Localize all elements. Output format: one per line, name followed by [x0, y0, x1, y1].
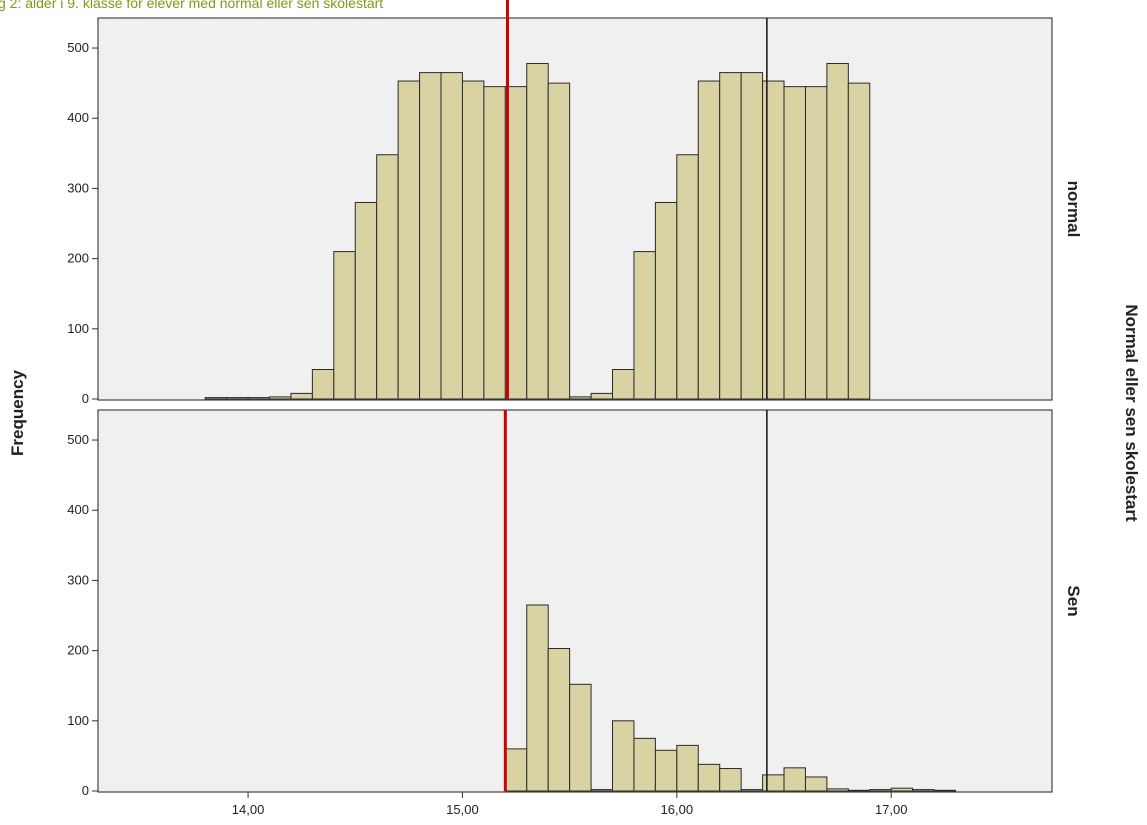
histogram-bar: [719, 72, 742, 400]
histogram-bar: [676, 154, 699, 400]
histogram-bar: [461, 80, 485, 400]
histogram-bar: [633, 251, 656, 400]
histogram-bar: [847, 789, 871, 792]
histogram-bar: [547, 648, 571, 792]
y-tick-label: 400: [67, 110, 89, 125]
y-tick-label: 200: [67, 251, 89, 266]
histogram-bar: [547, 82, 571, 400]
panel-sen: 0 100 200 300 400 500 Sen: [67, 409, 1083, 798]
y-tick-label: 500: [67, 432, 89, 447]
x-tick-label: 16,00: [661, 802, 694, 817]
histogram-bar: [676, 744, 699, 792]
histogram-bar: [719, 768, 742, 792]
histogram-bar: [697, 80, 721, 400]
x-tick-label: 15,00: [446, 802, 479, 817]
histogram-bar: [354, 201, 378, 400]
histogram-bar: [740, 72, 764, 400]
y-tick-label: 400: [67, 502, 89, 517]
histogram-bar: [783, 86, 806, 400]
facet-label: Sen: [1064, 585, 1083, 616]
y-tick-label: 0: [82, 391, 89, 406]
histogram-bar: [419, 72, 442, 400]
histogram-bar: [762, 80, 785, 400]
y-tick-label: 100: [67, 321, 89, 336]
histogram-bar: [204, 397, 228, 400]
histogram-bar: [269, 396, 292, 400]
histogram-bar: [654, 749, 678, 792]
panel-normal: 0 100 200 300 400 500 normal: [67, 17, 1083, 406]
facet-label: normal: [1064, 181, 1083, 238]
x-tick-label: 14,00: [232, 802, 265, 817]
histogram-bar: [912, 789, 935, 792]
figure-caption: g 2: alder i 9. klasse for elever med no…: [0, 0, 383, 11]
histogram-bar: [440, 72, 463, 400]
y-axis-title: Frequency: [8, 369, 27, 456]
y-tick-label: 300: [67, 180, 89, 195]
histogram-bar: [569, 396, 592, 400]
histogram-bar: [612, 720, 635, 792]
histogram-bar: [226, 397, 249, 400]
y-tick-label: 0: [82, 783, 89, 798]
histogram-bar: [740, 789, 764, 792]
histogram-bar: [804, 86, 828, 400]
histogram-bar: [526, 62, 549, 400]
histogram-bar: [290, 392, 313, 400]
histogram-bar: [612, 369, 635, 400]
histogram-bar: [590, 789, 614, 792]
y-tick-label: 100: [67, 713, 89, 728]
histogram-bar: [762, 774, 785, 792]
histogram-bar: [247, 397, 271, 400]
panel-background: [97, 17, 1053, 401]
histogram-bar: [826, 788, 849, 792]
histogram-bar: [826, 62, 849, 400]
histogram-bar: [783, 767, 806, 792]
histogram-bar: [397, 80, 421, 400]
histogram-bar: [697, 763, 721, 792]
histogram-bar: [590, 392, 614, 400]
y-tick-label: 500: [67, 40, 89, 55]
histogram-bar: [376, 154, 399, 400]
histogram-bar: [890, 787, 914, 792]
histogram-bar: [633, 737, 656, 792]
histogram-bar: [654, 201, 678, 400]
group-axis-title: Normal eller sen skolestart: [1122, 304, 1141, 522]
histogram-bar: [311, 369, 335, 400]
histogram-bar: [847, 82, 871, 400]
y-tick-label: 300: [67, 572, 89, 587]
x-tick-label: 17,00: [875, 802, 908, 817]
histogram-bar: [869, 789, 892, 792]
y-tick-label: 200: [67, 643, 89, 658]
histogram-bar: [933, 789, 957, 792]
histogram-bar: [504, 748, 528, 792]
histogram-bar: [569, 683, 592, 792]
histogram-bar: [526, 604, 549, 792]
histogram-bar: [804, 776, 828, 792]
histogram-bar: [333, 251, 356, 400]
histogram-bar: [483, 86, 506, 400]
